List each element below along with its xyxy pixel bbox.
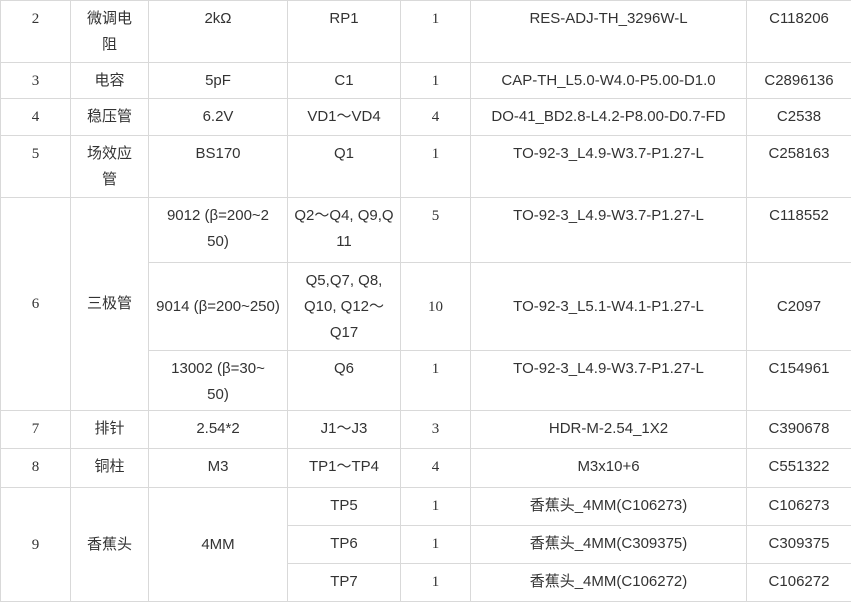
- component-name: 场效应管: [71, 136, 149, 198]
- package: RES-ADJ-TH_3296W-L: [471, 1, 747, 63]
- part-number: C2896136: [747, 63, 851, 99]
- row-number: 9: [1, 488, 71, 602]
- part-number: C106273: [747, 488, 851, 526]
- component-value: 13002 (β=30~50): [149, 351, 288, 411]
- designator: TP5: [288, 488, 401, 526]
- package: TO-92-3_L5.1-W4.1-P1.27-L: [471, 263, 747, 351]
- designator: VD1～VD4: [288, 99, 401, 136]
- component-value: 5pF: [149, 63, 288, 99]
- part-number: C106272: [747, 564, 851, 602]
- part-number: C2538: [747, 99, 851, 136]
- designator: Q5,Q7, Q8,Q10, Q12～Q17: [288, 263, 401, 351]
- component-value: BS170: [149, 136, 288, 198]
- package: 香蕉头_4MM(C106272): [471, 564, 747, 602]
- component-value: 4MM: [149, 488, 288, 602]
- row-number: 6: [1, 198, 71, 411]
- component-name: 稳压管: [71, 99, 149, 136]
- designator: RP1: [288, 1, 401, 63]
- designator: Q2～Q4, Q9,Q11: [288, 198, 401, 263]
- row-number: 3: [1, 63, 71, 99]
- component-name: 铜柱: [71, 449, 149, 488]
- quantity: 1: [401, 351, 471, 411]
- part-number: C118206: [747, 1, 851, 63]
- quantity: 1: [401, 526, 471, 564]
- component-value: 9012 (β=200~250): [149, 198, 288, 263]
- quantity: 1: [401, 1, 471, 63]
- package: TO-92-3_L4.9-W3.7-P1.27-L: [471, 351, 747, 411]
- designator: Q6: [288, 351, 401, 411]
- package: M3x10+6: [471, 449, 747, 488]
- part-number: C118552: [747, 198, 851, 263]
- row-number: 8: [1, 449, 71, 488]
- component-name: 微调电阻: [71, 1, 149, 63]
- designator: TP1～TP4: [288, 449, 401, 488]
- package: TO-92-3_L4.9-W3.7-P1.27-L: [471, 136, 747, 198]
- designator: Q1: [288, 136, 401, 198]
- package: HDR-M-2.54_1X2: [471, 411, 747, 449]
- table-row: 3 电容 5pF C1 1 CAP-TH_L5.0-W4.0-P5.00-D1.…: [1, 63, 851, 99]
- row-number: 4: [1, 99, 71, 136]
- component-name: 电容: [71, 63, 149, 99]
- table-row: 2 微调电阻 2kΩ RP1 1 RES-ADJ-TH_3296W-L C118…: [1, 1, 851, 63]
- quantity: 1: [401, 488, 471, 526]
- package: 香蕉头_4MM(C106273): [471, 488, 747, 526]
- package: CAP-TH_L5.0-W4.0-P5.00-D1.0: [471, 63, 747, 99]
- package: DO-41_BD2.8-L4.2-P8.00-D0.7-FD: [471, 99, 747, 136]
- component-name: 排针: [71, 411, 149, 449]
- component-value: 6.2V: [149, 99, 288, 136]
- part-number: C154961: [747, 351, 851, 411]
- component-value: M3: [149, 449, 288, 488]
- part-number: C551322: [747, 449, 851, 488]
- row-number: 5: [1, 136, 71, 198]
- component-value: 2.54*2: [149, 411, 288, 449]
- row-number: 2: [1, 1, 71, 63]
- table-row: 8 铜柱 M3 TP1～TP4 4 M3x10+6 C551322: [1, 449, 851, 488]
- table-row: 7 排针 2.54*2 J1～J3 3 HDR-M-2.54_1X2 C3906…: [1, 411, 851, 449]
- row-number: 7: [1, 411, 71, 449]
- quantity: 1: [401, 564, 471, 602]
- part-number: C2097: [747, 263, 851, 351]
- part-number: C309375: [747, 526, 851, 564]
- table-row: 6 三极管 9012 (β=200~250) Q2～Q4, Q9,Q11 5 T…: [1, 198, 851, 263]
- quantity: 1: [401, 136, 471, 198]
- quantity: 4: [401, 449, 471, 488]
- table-row: 5 场效应管 BS170 Q1 1 TO-92-3_L4.9-W3.7-P1.2…: [1, 136, 851, 198]
- designator: TP6: [288, 526, 401, 564]
- quantity: 3: [401, 411, 471, 449]
- package: 香蕉头_4MM(C309375): [471, 526, 747, 564]
- component-name: 香蕉头: [71, 488, 149, 602]
- component-value: 2kΩ: [149, 1, 288, 63]
- quantity: 1: [401, 63, 471, 99]
- designator: TP7: [288, 564, 401, 602]
- quantity: 4: [401, 99, 471, 136]
- table-row: 9 香蕉头 4MM TP5 1 香蕉头_4MM(C106273) C106273: [1, 488, 851, 526]
- part-number: C258163: [747, 136, 851, 198]
- designator: J1～J3: [288, 411, 401, 449]
- quantity: 10: [401, 263, 471, 351]
- table-row: 4 稳压管 6.2V VD1～VD4 4 DO-41_BD2.8-L4.2-P8…: [1, 99, 851, 136]
- component-value: 9014 (β=200~250): [149, 263, 288, 351]
- quantity: 5: [401, 198, 471, 263]
- component-name: 三极管: [71, 198, 149, 411]
- part-number: C390678: [747, 411, 851, 449]
- designator: C1: [288, 63, 401, 99]
- package: TO-92-3_L4.9-W3.7-P1.27-L: [471, 198, 747, 263]
